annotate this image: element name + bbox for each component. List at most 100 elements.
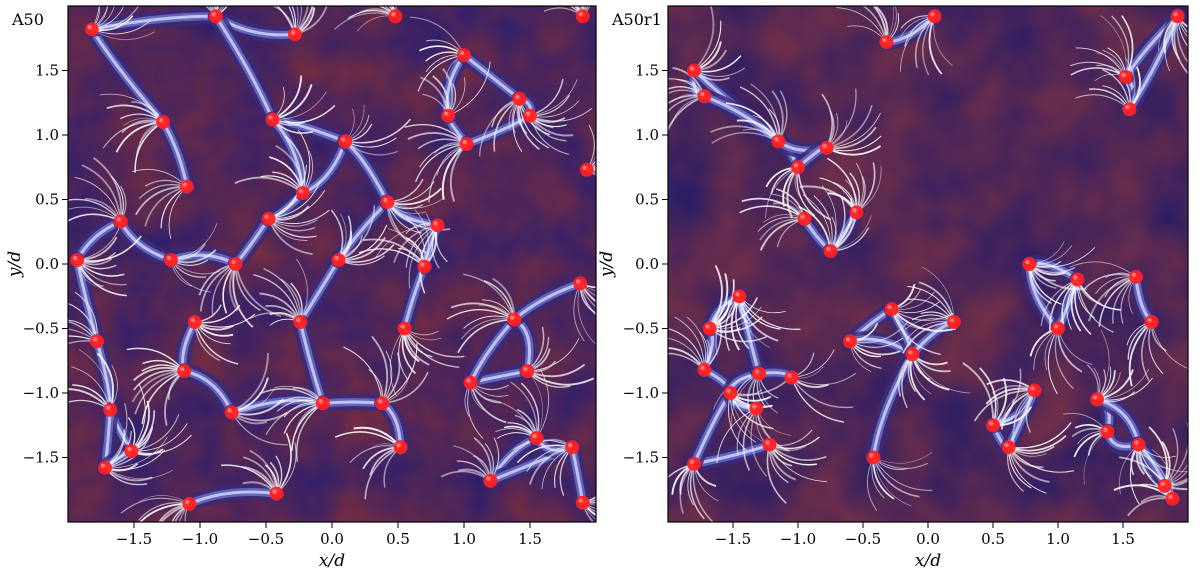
streamline	[725, 102, 780, 142]
marker-highlight	[116, 217, 122, 222]
streamline	[973, 389, 1035, 422]
marker	[459, 137, 474, 151]
marker-highlight	[318, 399, 323, 404]
streamline	[231, 412, 289, 446]
marker	[124, 444, 139, 459]
marker-highlight	[459, 50, 465, 56]
marker-highlight	[700, 92, 705, 97]
marker-highlight	[1053, 324, 1059, 329]
streamline	[138, 502, 190, 522]
marker-highlight	[882, 37, 887, 43]
streamline	[790, 377, 845, 423]
y-tick-label: 1.0	[635, 126, 659, 144]
marker-highlight	[466, 378, 471, 383]
marker-highlight	[378, 399, 383, 404]
marker-highlight	[515, 94, 520, 100]
streamline	[403, 328, 460, 368]
streamline	[141, 370, 185, 425]
streamline	[99, 93, 164, 123]
marker	[947, 315, 961, 329]
marker	[512, 91, 527, 106]
panel-label: A50r1	[611, 10, 662, 29]
marker	[113, 214, 128, 229]
streamline	[526, 370, 595, 386]
marker-highlight	[726, 388, 731, 394]
y-tick-label: −1.5	[23, 449, 59, 467]
x-tick-label: −0.5	[248, 530, 284, 548]
x-tick-label: −1.5	[116, 530, 152, 548]
marker	[986, 418, 1000, 433]
streamline	[890, 308, 941, 356]
marker	[1129, 269, 1143, 284]
streamline	[693, 6, 715, 72]
streamline	[120, 497, 190, 514]
marker-highlight	[182, 182, 187, 187]
axis-ticks: −1.5 −1.0 −0.5 0.0 0.5 1.0 1.5 −1.5 −1.0 −0.5 0.0 0…	[23, 62, 542, 549]
streamline	[215, 6, 219, 17]
marker	[261, 211, 276, 226]
y-tick-label: 0.0	[635, 255, 659, 273]
marker	[819, 140, 834, 155]
marker-highlight	[1134, 440, 1139, 445]
marker	[98, 460, 112, 475]
streamline	[582, 6, 589, 17]
marker-highlight	[582, 165, 587, 170]
streamline	[821, 185, 837, 252]
streamline	[582, 502, 596, 509]
marker	[296, 186, 310, 201]
marker-highlight	[852, 208, 857, 213]
streamline	[711, 132, 779, 144]
marker-highlight	[298, 188, 304, 194]
streamline	[692, 463, 715, 522]
marker	[1051, 321, 1065, 336]
y-tick-label: 0.5	[635, 191, 659, 209]
marker	[288, 27, 302, 42]
marker-highlight	[1092, 395, 1098, 400]
marker-highlight	[793, 163, 799, 168]
marker	[791, 160, 805, 175]
streamline	[104, 467, 173, 480]
streamline	[1164, 422, 1188, 487]
marker-highlight	[523, 366, 528, 372]
marker-highlight	[433, 221, 438, 226]
streamline	[404, 328, 465, 358]
marker	[397, 321, 412, 336]
marker-highlight	[578, 12, 583, 17]
marker-highlight	[100, 463, 106, 468]
marker-highlight	[1030, 386, 1035, 391]
marker	[1131, 437, 1146, 452]
streamline	[1029, 247, 1096, 268]
streamline	[1100, 15, 1127, 77]
marker	[573, 276, 588, 291]
marker	[224, 405, 239, 420]
marker-highlight	[462, 139, 467, 145]
marker-highlight	[1147, 317, 1152, 323]
x-tick-label: 1.5	[518, 530, 542, 548]
marker-highlight	[800, 214, 805, 219]
marker	[393, 440, 408, 455]
marker-highlight	[568, 443, 573, 448]
marker-highlight	[869, 453, 874, 458]
marker	[164, 253, 178, 268]
marker	[228, 257, 243, 271]
streamline	[1008, 446, 1075, 473]
marker	[866, 450, 881, 465]
marker	[208, 9, 223, 24]
streamline	[345, 118, 411, 144]
x-tick-label: 0.0	[320, 530, 344, 548]
marker-highlight	[1103, 427, 1108, 432]
markers	[687, 9, 1185, 506]
marker	[375, 396, 390, 411]
streamline	[334, 431, 402, 448]
streamline	[371, 335, 389, 404]
streamline	[419, 224, 439, 294]
marker-highlight	[705, 324, 710, 329]
x-tick-label: 0.0	[916, 530, 940, 548]
lane-highlight	[187, 490, 279, 506]
marker	[1118, 69, 1133, 84]
marker-highlight	[930, 12, 935, 17]
streamline	[343, 346, 383, 404]
streamline	[388, 6, 396, 17]
marker	[507, 312, 522, 327]
marker	[293, 315, 308, 329]
